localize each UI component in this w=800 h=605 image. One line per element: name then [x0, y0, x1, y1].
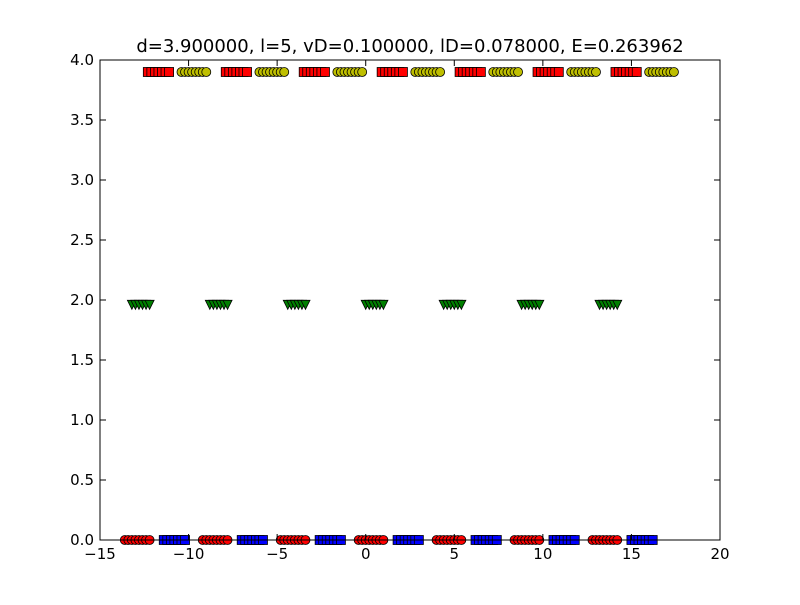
data-point — [669, 67, 679, 77]
y-tick-label: 2.0 — [70, 291, 94, 309]
x-tick-label: −10 — [173, 545, 205, 563]
data-point — [553, 67, 564, 77]
data-marks — [119, 67, 679, 545]
y-tick-label: 1.0 — [70, 411, 94, 429]
x-tick-label: 10 — [533, 545, 552, 563]
data-point — [300, 299, 311, 311]
x-tick-label: 15 — [622, 545, 641, 563]
data-point — [591, 67, 601, 77]
data-point — [222, 299, 233, 311]
data-point — [201, 67, 212, 77]
data-point — [631, 67, 642, 77]
chart-title: d=3.900000, l=5, vD=0.100000, lD=0.07800… — [136, 36, 683, 57]
data-point — [144, 299, 155, 311]
x-tick-label: 20 — [710, 545, 729, 563]
data-point — [456, 299, 467, 311]
y-tick-label: 3.0 — [70, 171, 94, 189]
y-tick-label: 3.5 — [70, 111, 94, 129]
x-tick-label: 5 — [450, 545, 460, 563]
y-tick-label: 0.5 — [70, 471, 94, 489]
data-point — [378, 299, 389, 311]
data-point — [242, 67, 252, 77]
data-point — [398, 67, 408, 77]
y-tick-label: 2.5 — [70, 231, 94, 249]
data-point — [279, 67, 290, 77]
data-point — [513, 67, 523, 77]
y-tick-label: 0.0 — [70, 531, 94, 549]
x-tick-label: −15 — [84, 545, 116, 563]
data-point — [475, 67, 486, 77]
data-point — [612, 299, 623, 311]
y-tick-label: 4.0 — [70, 51, 94, 69]
y-tick-label: 1.5 — [70, 351, 94, 369]
data-point — [320, 67, 330, 77]
data-point — [534, 299, 545, 311]
series-middle-green-triangles — [126, 299, 623, 311]
series-top-yellow-circles — [176, 67, 679, 77]
x-tick-label: 0 — [361, 545, 371, 563]
axis-ticks: −15 −10 −5 0 5 10 15 20 0.0 0.5 1.0 1.5 2.0 2.5 3.0 3.5… — [70, 51, 729, 563]
data-point — [357, 67, 368, 77]
data-point — [164, 67, 174, 77]
x-tick-label: −5 — [266, 545, 288, 563]
data-point — [435, 67, 446, 77]
series-top-red-squares — [142, 67, 642, 77]
